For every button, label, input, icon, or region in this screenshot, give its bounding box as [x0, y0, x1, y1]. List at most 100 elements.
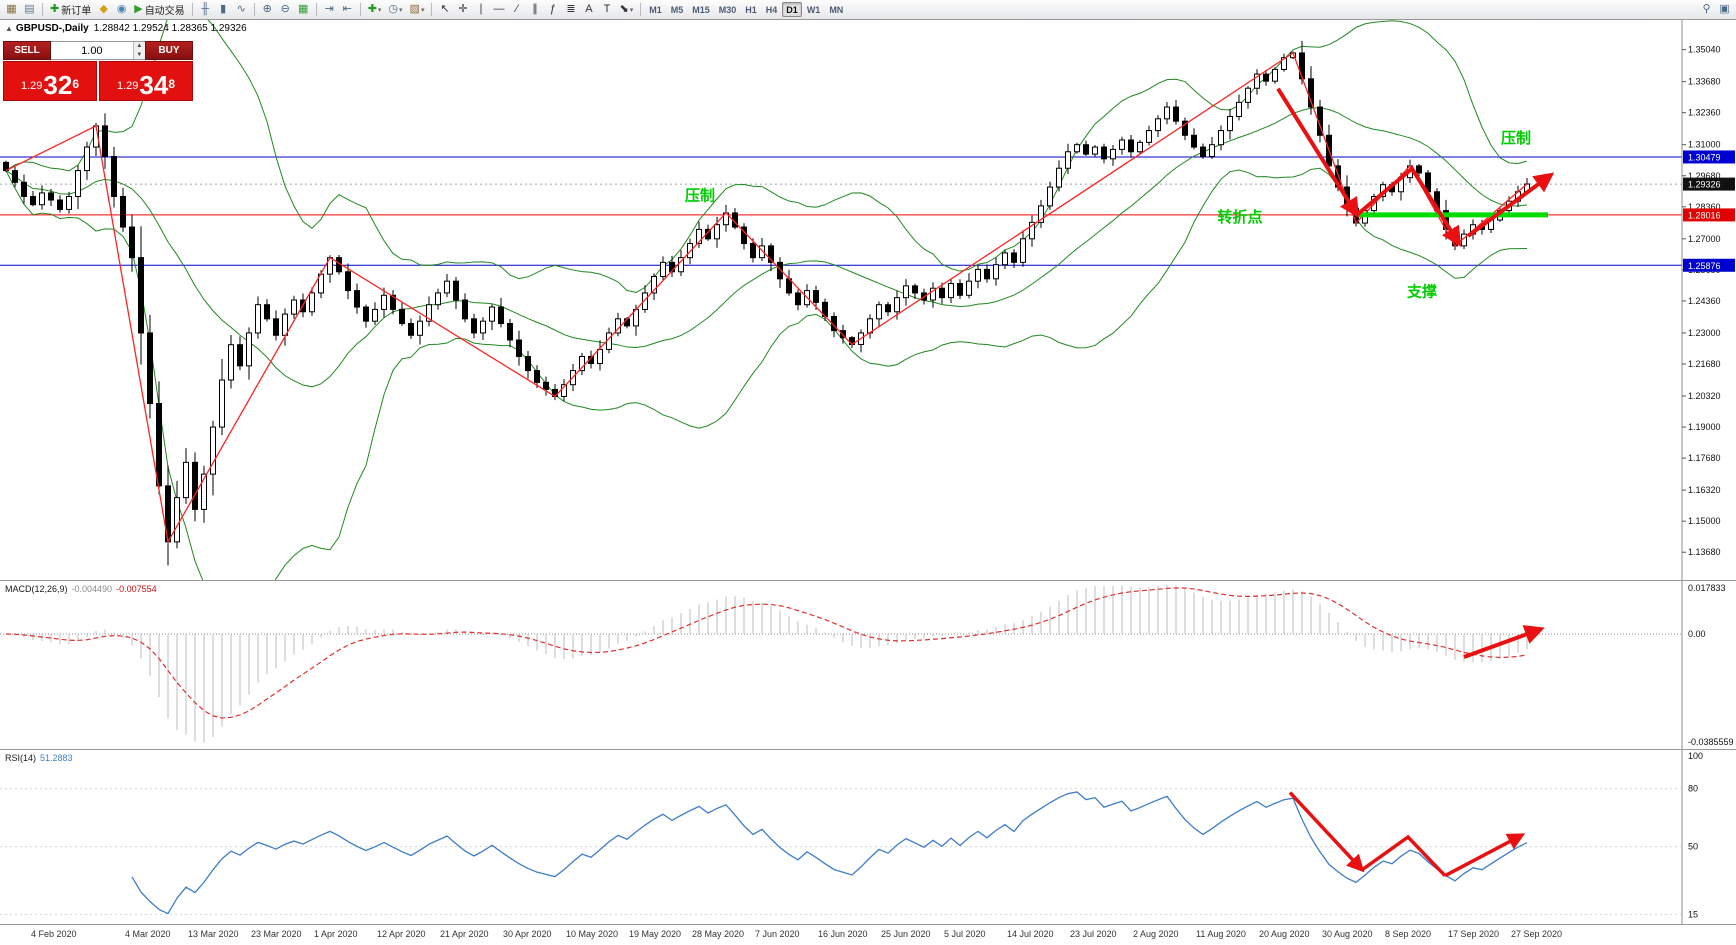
date-label: 4 Feb 2020: [31, 929, 77, 939]
price-chart[interactable]: 压制压制转折点支撑1.350401.336801.323601.310001.2…: [0, 20, 1736, 580]
candle: [237, 344, 243, 367]
tile-windows-button[interactable]: ▦: [295, 1, 312, 18]
lot-increase-button[interactable]: ▲: [133, 42, 145, 51]
candle: [1299, 52, 1305, 80]
date-label: 30 Aug 2020: [1322, 929, 1373, 939]
search-button[interactable]: ⚲: [1698, 1, 1715, 18]
buy-button[interactable]: BUY: [145, 41, 193, 60]
line-chart-icon: ∿: [236, 3, 246, 15]
profiles-icon: ▤: [24, 3, 35, 15]
shapes-button[interactable]: ⬊ ▾: [616, 1, 636, 18]
trend-arrow[interactable]: [1355, 165, 1462, 247]
sell-button[interactable]: SELL: [3, 41, 51, 60]
candle: [1173, 106, 1179, 122]
candle: [1263, 73, 1269, 82]
templates-button[interactable]: ▧ ▾: [407, 1, 428, 18]
candle: [687, 243, 693, 259]
cursor-button[interactable]: ↖: [436, 1, 453, 18]
autotrading-button[interactable]: ▶ 自动交易: [131, 1, 187, 18]
open-chart-button[interactable]: ▦: [3, 1, 20, 18]
new-order-button[interactable]: ✚ 新订单: [47, 1, 94, 18]
caret-down-icon: ▾: [629, 6, 634, 14]
turning-point-label[interactable]: 转折点: [1217, 208, 1262, 226]
panel-divider[interactable]: [0, 749, 1736, 750]
community-icon: ◉: [116, 3, 127, 15]
shapes-icon: ⬊: [619, 3, 629, 15]
candle: [1200, 146, 1206, 157]
crosshair-button[interactable]: ✛: [454, 1, 471, 18]
rsi-scale-label: 80: [1688, 784, 1698, 794]
tf-m30-button[interactable]: M30: [715, 2, 741, 17]
autotrading-button-label: 自动交易: [144, 6, 185, 17]
periods-button[interactable]: ◷ ▾: [385, 1, 405, 18]
lot-decrease-button[interactable]: ▼: [133, 50, 145, 59]
mql5-market-button[interactable]: ◆: [95, 1, 112, 18]
line-chart-button[interactable]: ∿: [233, 1, 250, 18]
candle: [453, 280, 459, 301]
date-label: 19 May 2020: [629, 929, 682, 939]
label-button[interactable]: T: [598, 1, 615, 18]
panel-divider[interactable]: [0, 580, 1736, 581]
tf-m1-button[interactable]: M1: [645, 2, 666, 17]
candle: [1146, 130, 1152, 143]
price-tag-label: 1.25876: [1688, 261, 1721, 271]
vertical-line-button[interactable]: ∣: [472, 1, 489, 18]
caret-down-icon: ▾: [420, 6, 425, 14]
bar-chart-button[interactable]: ╫: [197, 1, 214, 18]
support-label[interactable]: 支撑: [1406, 282, 1437, 300]
one-click-collapse-icon[interactable]: ▲: [5, 24, 13, 33]
resistance-label-2[interactable]: 压制: [1501, 129, 1531, 147]
rsi-scale-label: 15: [1688, 909, 1698, 919]
tf-m15-button[interactable]: M15: [688, 2, 714, 17]
fibonacci-button[interactable]: ƒ: [544, 1, 561, 18]
rsi-chart[interactable]: 100 80 50 15: [0, 750, 1736, 924]
macd-chart[interactable]: 0.017833 0.00 -0.0385559: [0, 581, 1736, 749]
rsi-trend-arrow[interactable]: [1444, 833, 1526, 878]
toolbar-separator: [431, 3, 433, 16]
price-scale-label: 1.16320: [1688, 485, 1721, 495]
chart-shift-button[interactable]: ⇤: [339, 1, 356, 18]
candle: [291, 299, 297, 315]
rsi-trend-arrow[interactable]: [1288, 791, 1365, 873]
community-button[interactable]: ◉: [113, 1, 130, 18]
equidistant-button[interactable]: ≣: [562, 1, 579, 18]
date-label: 23 Mar 2020: [251, 929, 302, 939]
macd-trend-arrow[interactable]: [1463, 625, 1545, 659]
text-button[interactable]: A: [580, 1, 597, 18]
ask-price-box[interactable]: 1.29 34 8: [99, 61, 193, 101]
candle: [939, 287, 945, 299]
auto-scroll-button[interactable]: ⇥: [321, 1, 338, 18]
candle: [147, 332, 153, 405]
chart-title: ▲ GBPUSD-,Daily 1.28842 1.29524 1.28365 1.…: [5, 23, 247, 34]
restore-window-button[interactable]: ▣: [1716, 1, 1733, 18]
price-scale-label: 1.23000: [1688, 328, 1721, 338]
profiles-button[interactable]: ▤: [21, 1, 38, 18]
panel-divider[interactable]: [0, 924, 1736, 925]
indicators-button[interactable]: ✚ ▾: [365, 1, 385, 18]
resistance-label-1[interactable]: 压制: [685, 187, 715, 205]
trendline-button[interactable]: ∕: [508, 1, 525, 18]
zoom-in-button[interactable]: ⊕: [259, 1, 276, 18]
candle: [966, 280, 972, 296]
tf-h1-button[interactable]: H1: [741, 2, 761, 17]
lot-size-input[interactable]: [51, 42, 133, 59]
trend-arrow[interactable]: [1276, 87, 1360, 219]
candle: [1011, 252, 1017, 263]
tf-w1-button[interactable]: W1: [803, 2, 825, 17]
trend-arrow[interactable]: [1466, 172, 1555, 238]
time-axis[interactable]: 4 Feb 2020 4 Mar 2020 13 Mar 2020 23 Mar 20…: [0, 925, 1736, 945]
cursor-icon: ↖: [440, 3, 450, 15]
channel-button[interactable]: ∥: [526, 1, 543, 18]
tf-m5-button[interactable]: M5: [667, 2, 688, 17]
tf-d1-button[interactable]: D1: [782, 2, 802, 17]
rsi-trend-arrow[interactable]: [1360, 834, 1447, 877]
zoom-out-button[interactable]: ⊖: [277, 1, 294, 18]
bid-price-box[interactable]: 1.29 32 6: [3, 61, 97, 101]
tf-h4-button[interactable]: H4: [762, 2, 782, 17]
tf-mn-button[interactable]: MN: [825, 2, 847, 17]
candle: [120, 195, 126, 228]
candlestick-chart-button[interactable]: ▮: [215, 1, 232, 18]
horizontal-line-button[interactable]: ―: [490, 1, 507, 18]
candle: [759, 245, 765, 259]
price-scale-label: 1.19000: [1688, 422, 1721, 432]
